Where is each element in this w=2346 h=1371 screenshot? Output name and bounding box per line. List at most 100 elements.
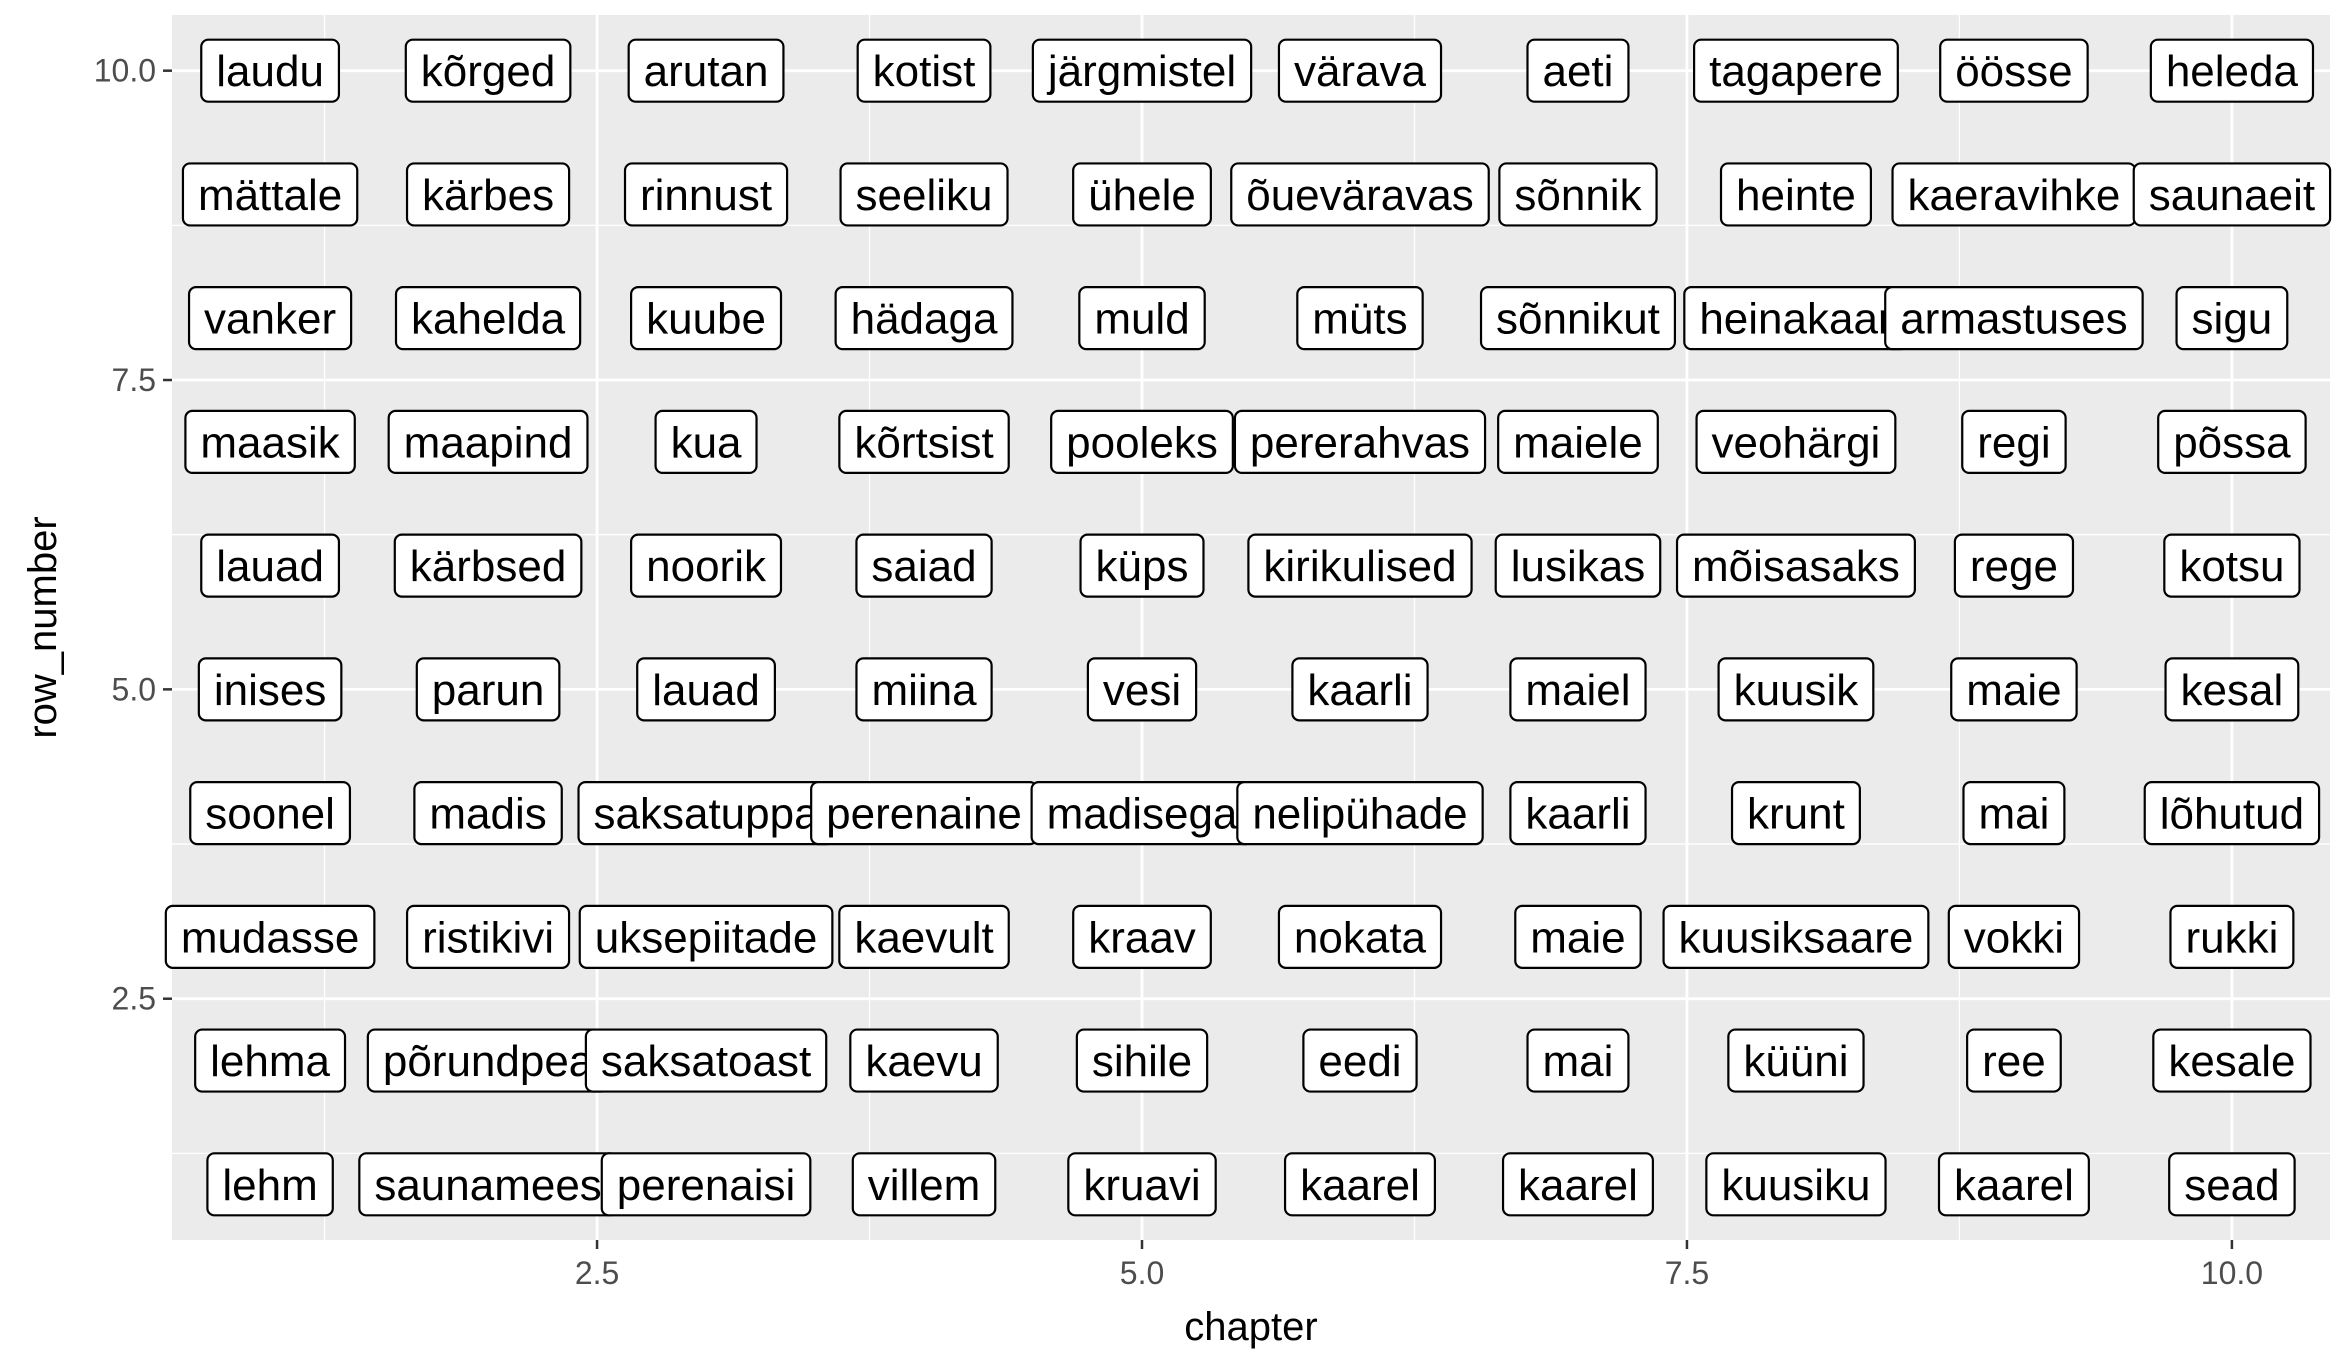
word-label-box — [851, 1152, 997, 1217]
word-label: soonel — [189, 781, 352, 846]
word-label-text: maie — [1530, 913, 1625, 962]
word-label-box — [627, 38, 785, 103]
word-label: miina — [855, 657, 993, 722]
word-label-text: heinakaar — [1699, 295, 1892, 344]
word-label-box — [654, 409, 758, 474]
word-label: maie — [1950, 657, 2078, 722]
word-label-text: arutan — [644, 47, 769, 96]
word-label: nelipühade — [1236, 781, 1484, 846]
word-label-box — [1526, 1028, 1630, 1093]
word-label-text: perenaine — [826, 790, 1022, 839]
word-label: maiel — [1509, 657, 1647, 722]
word-label-box — [1695, 409, 1897, 474]
word-label-text: maapind — [404, 418, 573, 467]
word-label: pooleks — [1050, 409, 1234, 474]
word-label-box — [1497, 409, 1659, 474]
word-label-text: perenaisi — [617, 1161, 796, 1210]
word-label-box — [1079, 533, 1205, 598]
word-label-box — [181, 162, 359, 227]
word-label-text: lusikas — [1511, 542, 1646, 591]
word-label: saiad — [855, 533, 993, 598]
word-label: kärbes — [405, 162, 571, 227]
word-label: ree — [1966, 1028, 2062, 1093]
word-label-box — [1966, 1028, 2062, 1093]
word-label-box — [2175, 286, 2289, 351]
word-label-text: vesi — [1103, 666, 1181, 715]
word-label-box — [393, 533, 583, 598]
word-label-box — [1078, 286, 1206, 351]
word-label-text: küüni — [1743, 1037, 1848, 1086]
y-tick-label: 10.0 — [94, 53, 156, 89]
word-label-box — [1050, 409, 1234, 474]
word-label: saunamees — [358, 1152, 618, 1217]
word-label-box — [1501, 1152, 1654, 1217]
word-label-text: maie — [1966, 666, 2061, 715]
word-label: seeliku — [839, 162, 1009, 227]
word-label-text: kuusiku — [1721, 1161, 1870, 1210]
word-label-box — [1727, 1028, 1865, 1093]
word-label-text: kaarel — [1518, 1161, 1638, 1210]
word-label-box — [1494, 533, 1662, 598]
word-label-text: armastuses — [1900, 295, 2127, 344]
word-label-box — [623, 162, 789, 227]
word-label: rege — [1953, 533, 2075, 598]
word-label-box — [584, 1028, 828, 1093]
word-label-text: maiel — [1525, 666, 1630, 715]
word-label-text: saksatoast — [601, 1037, 811, 1086]
word-label-text: kotist — [873, 47, 976, 96]
word-label-text: kuube — [646, 295, 766, 344]
word-label-box — [1291, 657, 1429, 722]
word-label-text: ristikivi — [422, 913, 554, 962]
word-label-text: vokki — [1964, 913, 2064, 962]
word-label-box — [1247, 533, 1473, 598]
word-label: kuusik — [1717, 657, 1875, 722]
word-label: sõnnikut — [1479, 286, 1677, 351]
word-label-text: kaeravihke — [1908, 171, 2121, 220]
word-label: kõrged — [404, 38, 572, 103]
word-label-text: saksatuppa — [594, 790, 820, 839]
word-label: vanker — [187, 286, 353, 351]
word-label: müts — [1296, 286, 1424, 351]
word-label-box — [1479, 286, 1677, 351]
word-label-text: madis — [429, 790, 546, 839]
word-label-text: kua — [671, 418, 742, 467]
word-label-box — [1705, 1152, 1887, 1217]
word-label: armastuses — [1884, 286, 2144, 351]
word-label: arutan — [627, 38, 785, 103]
word-label: lehm — [206, 1152, 334, 1217]
word-label-text: kaarli — [1307, 666, 1412, 715]
word-label: hädaga — [834, 286, 1014, 351]
word-label: saunaeit — [2132, 162, 2332, 227]
word-label-text: lauad — [652, 666, 760, 715]
word-label-box — [1509, 657, 1647, 722]
word-label: tagapere — [1692, 38, 1899, 103]
word-label: kirikulised — [1247, 533, 1473, 598]
word-label: ühele — [1072, 162, 1212, 227]
y-tick-label: 7.5 — [112, 362, 156, 398]
word-label: villem — [851, 1152, 997, 1217]
x-tick-label: 5.0 — [1120, 1255, 1164, 1291]
word-label-text: miina — [871, 666, 977, 715]
word-label: kruavi — [1067, 1152, 1217, 1217]
word-label-box — [849, 1028, 999, 1093]
word-label-box — [630, 286, 783, 351]
word-label-text: krunt — [1747, 790, 1845, 839]
word-label-box — [1962, 781, 2066, 846]
word-label: madisega — [1030, 781, 1254, 846]
word-label-text: kuusiksaare — [1679, 913, 1914, 962]
word-label-text: eedi — [1318, 1037, 1401, 1086]
word-label-text: põrundpea — [383, 1037, 594, 1086]
word-label: kaarel — [1283, 1152, 1437, 1217]
word-label: kuusiksaare — [1662, 904, 1930, 969]
word-label-text: sõnnikut — [1496, 295, 1660, 344]
word-label-text: heinte — [1736, 171, 1856, 220]
word-label-box — [2164, 657, 2300, 722]
word-label: perenaine — [810, 781, 1038, 846]
word-label-box — [2143, 781, 2321, 846]
word-label-text: saunaeit — [2149, 171, 2315, 220]
word-label: noorik — [630, 533, 783, 598]
word-label-box — [1692, 38, 1899, 103]
word-label: mõisasaks — [1675, 533, 1916, 598]
word-label-box — [1230, 162, 1490, 227]
word-label: kesal — [2164, 657, 2300, 722]
